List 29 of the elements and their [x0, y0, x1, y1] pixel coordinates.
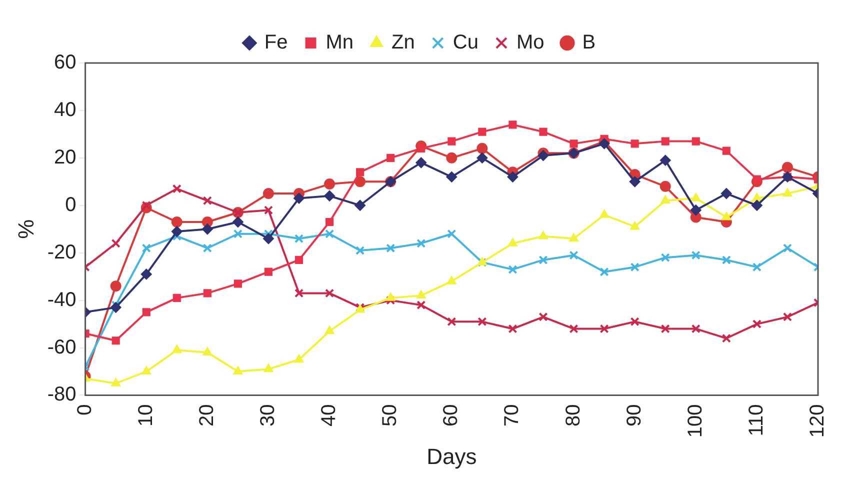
y-tick-label: -60 — [47, 336, 76, 358]
x-tick-label: 100 — [684, 404, 706, 438]
x-tick-label: 0 — [74, 404, 96, 416]
legend-label: Mn — [326, 32, 354, 54]
legend-label: Mo — [516, 32, 544, 54]
x-tick-label: 110 — [745, 404, 768, 436]
y-axis-title: % — [13, 219, 38, 239]
y-tick-label: 40 — [54, 98, 76, 121]
x-tick-label: 90 — [623, 404, 646, 426]
x-tick-label: 80 — [562, 404, 584, 426]
y-tick-label: 20 — [54, 146, 76, 168]
legend-label: Zn — [392, 32, 415, 54]
x-tick-label: 40 — [318, 404, 340, 426]
legend-label: Fe — [264, 32, 288, 54]
x-tick-label: 120 — [806, 404, 829, 438]
legend-label: B — [582, 32, 596, 54]
y-tick-label: -40 — [47, 288, 76, 311]
x-tick-label: 10 — [134, 404, 157, 426]
x-tick-label: 60 — [440, 404, 462, 426]
x-axis-title: Days — [426, 444, 477, 469]
legend-label: Cu — [452, 32, 478, 54]
y-tick-label: -80 — [47, 384, 76, 406]
y-tick-label: 0 — [65, 194, 76, 216]
x-tick-label: 50 — [379, 404, 402, 426]
y-tick-label: -20 — [47, 241, 76, 264]
y-tick-label: 60 — [54, 52, 76, 74]
x-tick-label: 30 — [256, 404, 279, 426]
x-tick-label: 70 — [501, 404, 524, 426]
x-tick-label: 20 — [196, 404, 218, 426]
